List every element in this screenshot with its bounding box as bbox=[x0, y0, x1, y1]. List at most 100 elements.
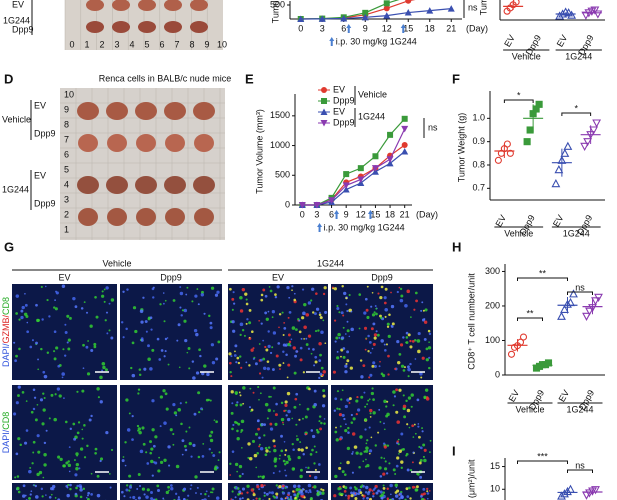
cell bbox=[352, 451, 354, 453]
cell bbox=[258, 488, 261, 491]
cell bbox=[284, 403, 288, 408]
cell bbox=[258, 443, 261, 446]
cell bbox=[82, 367, 85, 369]
cell bbox=[418, 461, 422, 465]
cell bbox=[428, 490, 431, 492]
cell bbox=[428, 341, 430, 343]
cell bbox=[338, 413, 343, 417]
cell bbox=[367, 399, 370, 402]
cell bbox=[365, 308, 369, 312]
cell bbox=[85, 496, 88, 499]
cell bbox=[353, 445, 358, 449]
cell bbox=[364, 428, 367, 431]
cell bbox=[167, 363, 170, 366]
group-set-label: 1G244 bbox=[565, 51, 592, 61]
cell bbox=[22, 494, 26, 498]
cell bbox=[166, 337, 169, 339]
cell bbox=[204, 493, 207, 496]
cell bbox=[64, 323, 67, 326]
cell bbox=[308, 387, 311, 391]
cell bbox=[36, 403, 39, 406]
cell bbox=[359, 359, 363, 362]
cell bbox=[346, 446, 351, 451]
cell bbox=[82, 343, 85, 347]
cell bbox=[392, 404, 395, 407]
cell bbox=[428, 356, 431, 359]
tumor bbox=[138, 0, 156, 11]
y-tick-label: 200 bbox=[485, 300, 500, 310]
cell bbox=[177, 408, 182, 412]
channel: DAPI/ bbox=[1, 343, 11, 367]
cell bbox=[31, 339, 34, 342]
cell bbox=[386, 444, 390, 447]
cell bbox=[177, 496, 180, 499]
tumor bbox=[135, 102, 157, 120]
ruler-label: 7 bbox=[174, 39, 179, 49]
cell bbox=[395, 388, 399, 392]
cell bbox=[305, 446, 308, 450]
cell bbox=[61, 284, 66, 288]
micrograph bbox=[228, 385, 328, 480]
cell bbox=[54, 497, 57, 499]
cell bbox=[188, 441, 192, 446]
cell bbox=[419, 459, 423, 463]
tumor bbox=[86, 0, 104, 11]
cell bbox=[283, 322, 286, 324]
cell bbox=[423, 448, 427, 452]
cell bbox=[138, 368, 142, 371]
cell bbox=[83, 456, 87, 459]
cell bbox=[318, 463, 321, 466]
cell bbox=[175, 464, 180, 469]
cell bbox=[40, 285, 43, 289]
cell bbox=[149, 451, 153, 455]
cell bbox=[108, 302, 111, 305]
y-tick-label: 1.0 bbox=[472, 113, 485, 123]
cell bbox=[231, 490, 234, 493]
point bbox=[583, 138, 593, 147]
cell bbox=[285, 460, 289, 465]
cell bbox=[375, 307, 378, 310]
cell bbox=[249, 457, 253, 461]
cell bbox=[247, 456, 250, 459]
cell bbox=[254, 432, 259, 436]
cell bbox=[291, 442, 294, 446]
y-tick-label: 0.7 bbox=[472, 183, 485, 193]
cell bbox=[366, 403, 369, 406]
cell bbox=[17, 490, 21, 494]
cell bbox=[407, 367, 411, 372]
cell bbox=[285, 496, 287, 499]
tumor bbox=[112, 21, 130, 33]
cell bbox=[94, 451, 97, 455]
cell bbox=[195, 492, 197, 494]
group-label: 1G244 bbox=[2, 184, 29, 194]
x-tick-label: 0 bbox=[298, 23, 303, 33]
cell bbox=[309, 453, 313, 456]
cell bbox=[398, 388, 402, 392]
cell bbox=[234, 496, 237, 499]
cell bbox=[319, 316, 323, 320]
point bbox=[589, 126, 599, 135]
cell bbox=[379, 490, 383, 494]
point bbox=[426, 7, 434, 14]
x-tick-label: 18 bbox=[385, 209, 395, 219]
cell bbox=[138, 484, 142, 488]
cell bbox=[348, 397, 352, 401]
cell bbox=[151, 474, 154, 477]
cell bbox=[239, 497, 242, 500]
cell bbox=[228, 352, 232, 356]
cell bbox=[138, 430, 142, 435]
row-label: EV bbox=[12, 0, 24, 9]
cell bbox=[89, 324, 93, 328]
cell bbox=[398, 352, 402, 356]
cell bbox=[241, 329, 245, 332]
cell bbox=[379, 475, 383, 478]
cell bbox=[252, 347, 255, 350]
cell bbox=[149, 367, 153, 371]
cell bbox=[44, 285, 47, 288]
cell bbox=[354, 497, 358, 500]
cell bbox=[235, 392, 238, 395]
cell bbox=[342, 326, 345, 329]
cell bbox=[411, 339, 415, 343]
cell bbox=[383, 428, 386, 431]
cell bbox=[211, 491, 214, 494]
